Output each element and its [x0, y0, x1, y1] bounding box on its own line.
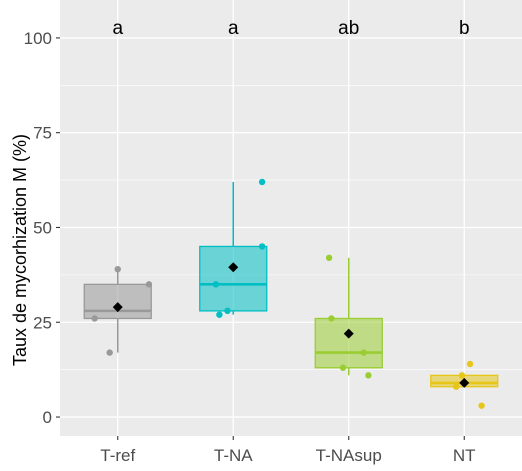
data-point [325, 254, 333, 262]
mean-layer [112, 262, 470, 388]
group-letter: ab [338, 18, 359, 39]
x-tick-label: T-ref [100, 446, 135, 465]
group-letter: a [228, 18, 239, 39]
data-point [258, 178, 266, 186]
y-tick-label: 50 [33, 218, 52, 237]
y-tick-label: 100 [24, 29, 52, 48]
box-T-NA [199, 245, 268, 312]
data-point [258, 243, 266, 250]
group-letters: a a ab b [112, 18, 469, 39]
y-axis-title: Taux de mycorhization M (%) [10, 134, 30, 366]
data-point [360, 349, 367, 356]
box-T-ref [83, 283, 152, 320]
data-point [91, 315, 98, 322]
group-letter: a [112, 18, 123, 39]
y-tick-label: 75 [33, 124, 52, 143]
data-point [145, 281, 153, 288]
x-tick-label: T-NA [214, 446, 253, 465]
x-tick-label: NT [453, 446, 476, 465]
data-point [114, 265, 121, 273]
data-point [216, 311, 223, 318]
y-axis: 0 25 50 75 100 [24, 29, 60, 427]
data-point [328, 315, 335, 322]
panel-background [60, 0, 522, 436]
y-tick-label: 25 [33, 313, 52, 332]
mean-marker [228, 262, 239, 273]
mean-marker [112, 302, 123, 313]
x-axis: T-ref T-NA T-NAsup NT [100, 436, 476, 465]
y-tick-label: 0 [43, 408, 52, 427]
data-point [224, 307, 231, 315]
point-layer [91, 178, 485, 409]
data-point [478, 402, 485, 409]
data-point [212, 281, 220, 288]
group-letter: b [459, 18, 470, 39]
mean-marker [343, 328, 354, 339]
mean-marker [459, 377, 470, 388]
data-point [365, 372, 372, 379]
data-point [452, 383, 460, 390]
box-T-NAsup [314, 317, 383, 369]
x-tick-label: T-NAsup [316, 446, 382, 465]
data-point [106, 349, 113, 356]
data-point [339, 364, 347, 371]
grid-lines [60, 0, 522, 436]
data-point [466, 360, 474, 368]
data-point [458, 372, 466, 379]
box-layer [83, 181, 499, 388]
